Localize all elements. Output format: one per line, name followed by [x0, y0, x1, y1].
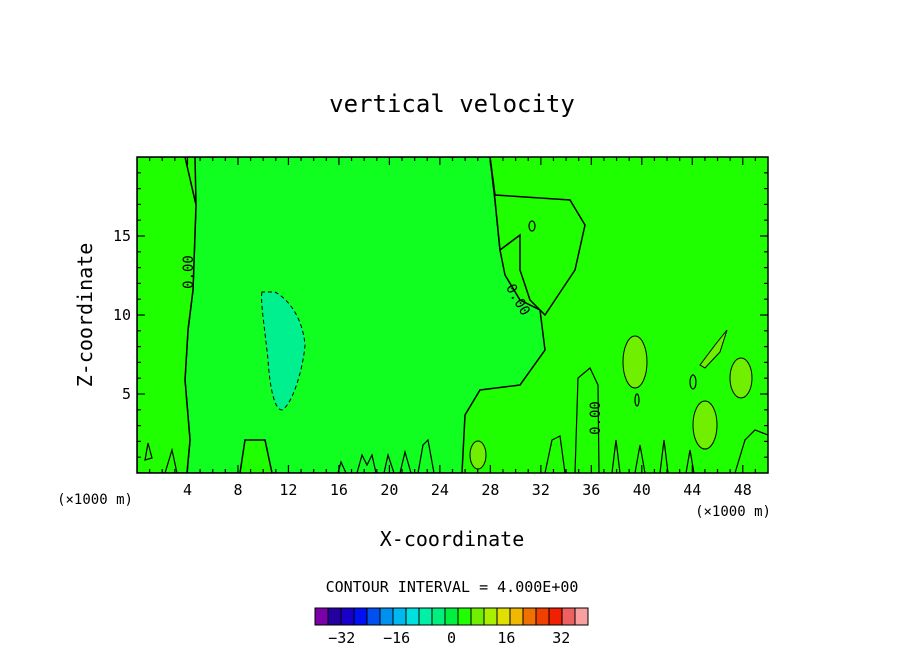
- colorbar-swatch: [379, 607, 394, 626]
- colorbar-swatch: [314, 607, 329, 626]
- x-tick-label: 20: [380, 481, 398, 499]
- colorbar-swatch: [444, 607, 459, 626]
- colorbar-swatch: [509, 607, 524, 626]
- chart-title: vertical velocity: [329, 90, 575, 118]
- x-tick-label: 36: [582, 481, 600, 499]
- colorbar-swatch: [340, 607, 355, 626]
- x-tick-label: 32: [532, 481, 550, 499]
- colorbar-tick-label: 32: [552, 629, 570, 647]
- x-axis: 4 8 12 16 20 24 28 32 36 40 44 48: [149, 157, 756, 499]
- colorbar-swatch: [548, 607, 563, 626]
- x-tick-label: 12: [279, 481, 297, 499]
- contour-label: 0.00: [181, 255, 197, 289]
- contour-negative-cell: [261, 291, 306, 411]
- x-axis-title: X-coordinate: [380, 527, 525, 551]
- x-unit-label-right: (×1000 m): [695, 504, 771, 520]
- colorbar-swatch: [483, 607, 498, 626]
- colorbar-swatch: [327, 607, 342, 626]
- colorbar-swatch: [418, 607, 433, 626]
- y-axis: 5 10 15: [113, 172, 768, 458]
- colorbar-swatch: [535, 607, 550, 626]
- x-tick-label: 4: [183, 481, 192, 499]
- x-tick-label: 44: [683, 481, 701, 499]
- contour-left-band: [137, 157, 197, 473]
- contour-positive-cell: [622, 335, 648, 389]
- colorbar-swatch: [574, 607, 589, 626]
- x-tick-label: 8: [233, 481, 242, 499]
- colorbar-swatch: [457, 607, 472, 626]
- x-tick-label: 40: [633, 481, 651, 499]
- colorbar-swatch: [431, 607, 446, 626]
- colorbar-swatch: [470, 607, 485, 626]
- colorbar-tick-label: 0: [447, 629, 456, 647]
- colorbar-swatch: [496, 607, 511, 626]
- contour-interval-label: CONTOUR INTERVAL = 4.000E+00: [326, 578, 579, 596]
- x-unit-label: (×1000 m): [57, 492, 133, 508]
- contour-positive-cell: [469, 440, 487, 470]
- colorbar-swatch: [522, 607, 537, 626]
- contour-upper-right: [489, 157, 586, 317]
- colorbar-swatch: [353, 607, 368, 626]
- y-tick-label: 5: [122, 385, 131, 403]
- y-tick-label: 10: [113, 306, 131, 324]
- y-tick-label: 15: [113, 227, 131, 245]
- colorbar-tick-label: −32: [328, 629, 355, 647]
- y-axis-title: Z-coordinate: [73, 243, 97, 388]
- colorbar-tick-label: −16: [383, 629, 410, 647]
- contour-positive-cell: [692, 400, 718, 450]
- contour-positive-cell: [729, 357, 753, 399]
- contour-positive-cell: [699, 329, 728, 369]
- colorbar-swatch: [366, 607, 381, 626]
- colorbar-swatch: [405, 607, 420, 626]
- x-tick-label: 24: [431, 481, 449, 499]
- x-tick-label: 16: [330, 481, 348, 499]
- contour-field: 0.00 0.00 0.00: [137, 157, 768, 473]
- x-tick-label: 28: [481, 481, 499, 499]
- colorbar-swatch: [392, 607, 407, 626]
- colorbar-swatch: [561, 607, 576, 626]
- colorbar-tick-label: 16: [497, 629, 515, 647]
- contour-label: 0.00: [588, 401, 604, 435]
- colorbar: −32 −16 0 16 32: [314, 607, 589, 647]
- x-tick-label: 48: [734, 481, 752, 499]
